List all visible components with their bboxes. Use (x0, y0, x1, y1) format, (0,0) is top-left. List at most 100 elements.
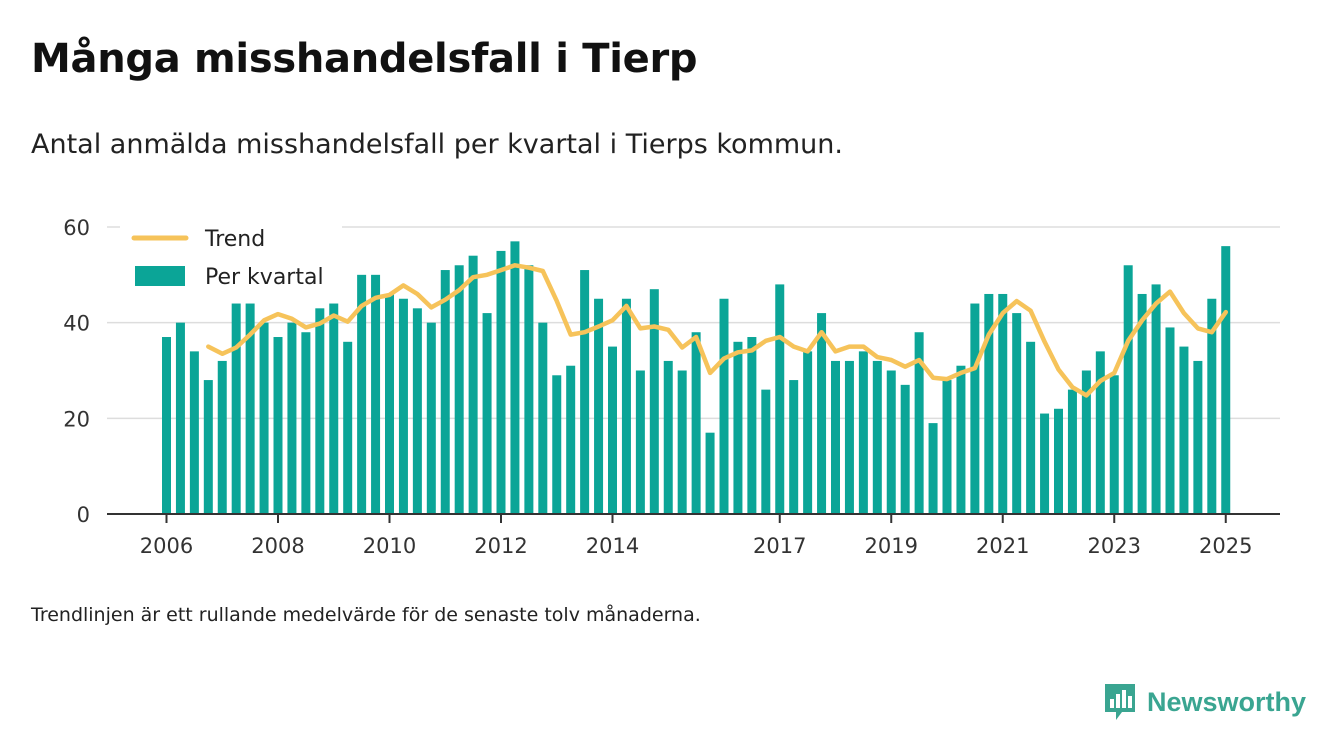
x-tick-label: 2008 (251, 534, 304, 558)
bar (189, 351, 199, 514)
bar (775, 284, 785, 514)
bar (1081, 370, 1091, 514)
bar (663, 360, 673, 514)
trend-line (206, 263, 1229, 398)
bar (426, 322, 436, 514)
bar (956, 365, 966, 514)
legend: Trend Per kvartal (120, 221, 342, 293)
bar-series-per-kvartal (162, 241, 1231, 514)
bar (747, 337, 757, 514)
bar (1179, 346, 1189, 514)
bar (635, 370, 645, 514)
x-tick-label: 2006 (140, 534, 193, 558)
bar (510, 241, 520, 514)
legend-trend-label: Trend (204, 227, 265, 252)
bar (719, 298, 729, 514)
y-tick-label: 60 (63, 216, 90, 240)
legend-bar-swatch (135, 266, 185, 286)
chart-title: Många misshandelsfall i Tierp (31, 36, 698, 82)
bar (1151, 284, 1161, 514)
bar (496, 250, 506, 514)
bar (329, 303, 339, 514)
misshandel-chart: 0 20 40 60 2006 2008 2010 2012 2014 2017 2019 2021… (63, 216, 1280, 558)
brand-name: Newsworthy (1147, 686, 1307, 717)
bar (245, 303, 255, 514)
bar (231, 303, 241, 514)
x-tick-label: 2019 (865, 534, 918, 558)
bar (301, 332, 311, 514)
bar (984, 293, 994, 514)
x-tick-label: 2012 (474, 534, 527, 558)
bar (203, 380, 213, 514)
chart-subtitle: Antal anmälda misshandelsfall per kvarta… (31, 129, 843, 160)
bar (566, 365, 576, 514)
bar (621, 298, 631, 514)
bar (705, 432, 715, 514)
bar (259, 322, 269, 514)
bar (970, 303, 980, 514)
bar (942, 380, 952, 514)
bar (524, 265, 534, 514)
bar (649, 289, 659, 514)
bar (858, 351, 868, 514)
bar (440, 270, 450, 514)
bar (454, 265, 464, 514)
bar (691, 332, 701, 514)
bar (315, 308, 325, 514)
bar (1109, 375, 1119, 514)
bar (831, 360, 840, 514)
bar (1067, 389, 1077, 514)
bar (273, 337, 283, 514)
y-tick-label: 20 (63, 407, 90, 431)
brand-logo: Newsworthy (1102, 682, 1306, 722)
bar (343, 341, 353, 514)
x-tick-label: 2010 (363, 534, 416, 558)
bar (928, 423, 938, 514)
bar (1026, 341, 1036, 514)
bar (872, 360, 882, 514)
bar (1193, 360, 1203, 514)
x-tick-label: 2014 (586, 534, 639, 558)
x-tick-label: 2025 (1199, 534, 1252, 558)
bar (1137, 293, 1147, 514)
bar (398, 298, 408, 514)
bar (357, 274, 367, 514)
y-tick-label: 0 (77, 503, 90, 527)
x-tick-label: 2023 (1088, 534, 1141, 558)
bar (1221, 246, 1231, 514)
y-tick-label: 40 (63, 312, 90, 336)
bar (580, 270, 590, 514)
bar (1095, 351, 1105, 514)
bar (1012, 313, 1022, 514)
bar (1054, 408, 1063, 514)
bar (914, 332, 924, 514)
bar (803, 351, 813, 514)
x-tick-label: 2021 (976, 534, 1029, 558)
bar (385, 293, 394, 514)
bar (1207, 298, 1217, 514)
bar (482, 313, 492, 514)
axes: 2006 2008 2010 2012 2014 2017 2019 2021 2023 2025 (107, 513, 1280, 558)
bar (552, 375, 562, 514)
bar (371, 274, 381, 514)
x-tick-label: 2017 (753, 534, 806, 558)
bar (677, 370, 687, 514)
bar (900, 384, 910, 514)
footnote: Trendlinjen är ett rullande medelvärde f… (31, 604, 701, 626)
legend-bar-label: Per kvartal (205, 265, 324, 290)
bar (217, 360, 227, 514)
newsworthy-logo-icon (1105, 684, 1135, 720)
bar (789, 380, 799, 514)
bar (287, 322, 297, 514)
bar (175, 322, 185, 514)
bar (468, 255, 478, 514)
bar (1165, 327, 1175, 514)
bar (886, 370, 896, 514)
bar (162, 337, 171, 514)
bar (1040, 413, 1050, 514)
bar (412, 308, 422, 514)
bar (1123, 265, 1133, 514)
bar (594, 298, 604, 514)
bar (998, 293, 1008, 514)
bar (817, 313, 827, 514)
